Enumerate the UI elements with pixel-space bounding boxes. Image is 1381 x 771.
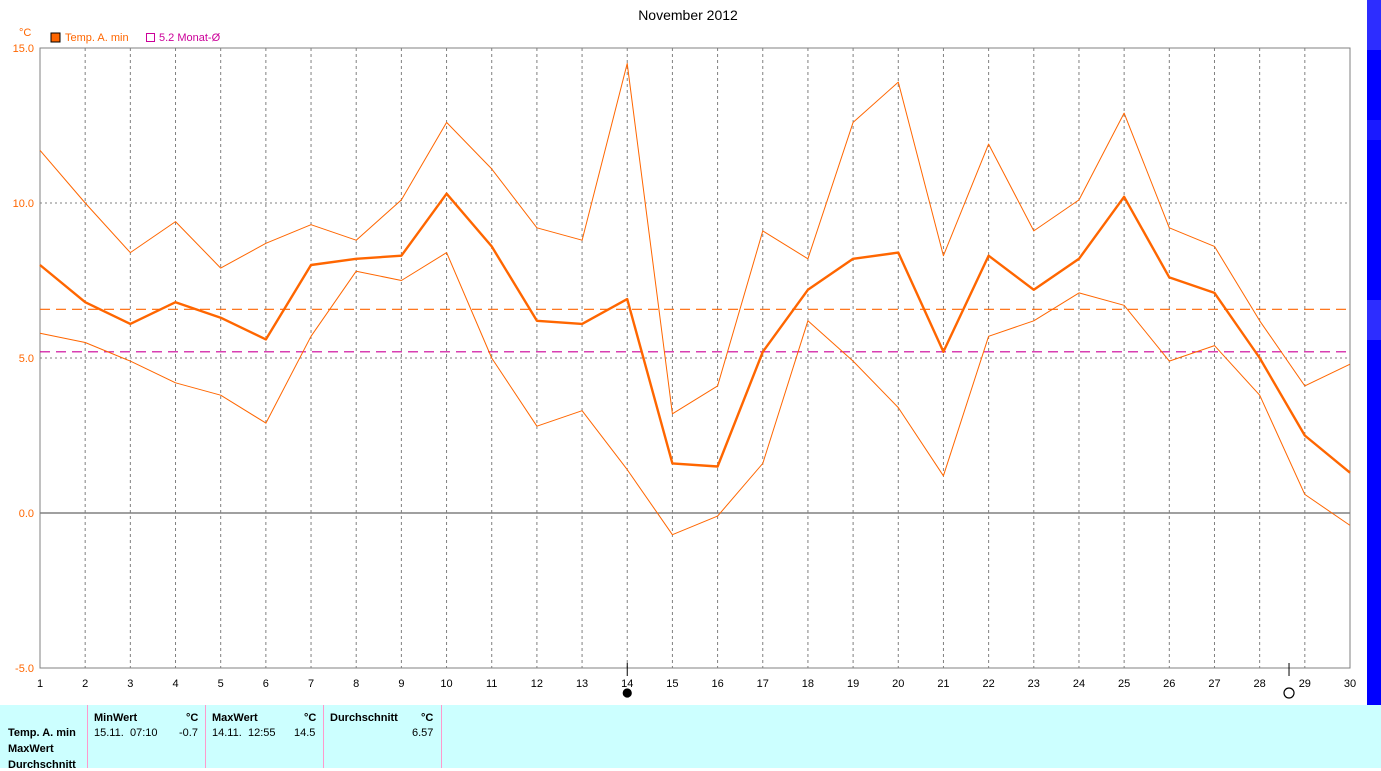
x-tick-label: 20: [892, 678, 904, 690]
y-tick-label: -5.0: [15, 663, 34, 675]
new-moon-icon: [1283, 687, 1295, 699]
legend-label-temp-min: Temp. A. min: [65, 32, 129, 44]
min-time: 07:10: [130, 727, 158, 739]
x-tick-label: 25: [1118, 678, 1130, 690]
x-tick-label: 5: [218, 678, 224, 690]
avg-header: Durchschnitt: [330, 712, 398, 724]
max-header: MaxWert: [212, 712, 258, 724]
series-line-upper: [39, 63, 1351, 415]
min-date: 15.11.: [94, 727, 124, 739]
x-tick-label: 1: [37, 678, 43, 690]
row-label-temp-min: Temp. A. min: [8, 727, 76, 739]
x-tick-label: 16: [711, 678, 723, 690]
x-tick-label: 30: [1344, 678, 1356, 690]
series-line-main: [39, 192, 1351, 474]
x-tick-label: 23: [1028, 678, 1040, 690]
legend-swatch-month-avg: [146, 33, 155, 42]
full-moon-icon: [622, 688, 632, 698]
x-tick-label: 19: [847, 678, 859, 690]
x-axis-ticks: 1 2 3 4 5 6 7 8 9 10 11 12 13 14 15 16 17 18 19 20 21 22 23 24 2…: [37, 678, 1356, 690]
min-header: MinWert: [94, 712, 138, 724]
legend-swatch-temp-min: [50, 32, 61, 43]
min-unit: °C: [186, 712, 199, 724]
x-tick-label: 6: [263, 678, 269, 690]
window-edge-strip: [1367, 0, 1381, 705]
series-line-lower: [39, 252, 1351, 536]
y-tick-label: 10.0: [13, 198, 34, 210]
x-tick-label: 3: [127, 678, 133, 690]
x-tick-label: 7: [308, 678, 314, 690]
temperature-chart: November 2012 °C Temp. A. min 5.2 Monat-…: [13, 7, 1356, 699]
x-tick-label: 10: [440, 678, 452, 690]
x-tick-label: 24: [1073, 678, 1085, 690]
row-label-maxwert: MaxWert: [8, 743, 54, 755]
row-label-durchschnitt: Durchschnitt: [8, 759, 76, 771]
x-tick-label: 4: [172, 678, 178, 690]
x-tick-label: 8: [353, 678, 359, 690]
avg-value: 6.57: [412, 727, 434, 739]
reference-lines: [40, 308, 1350, 353]
stats-avg-column: Durchschnitt °C 6.57: [324, 705, 442, 768]
max-unit: °C: [304, 712, 317, 724]
stats-min-column: MinWert °C 15.11. 07:10 -0.7: [88, 705, 206, 768]
x-tick-label: 22: [982, 678, 994, 690]
y-axis-unit: °C: [19, 27, 31, 39]
legend: Temp. A. min 5.2 Monat-Ø: [50, 32, 221, 44]
x-tick-label: 13: [576, 678, 588, 690]
x-tick-label: 2: [82, 678, 88, 690]
max-date: 14.11.: [212, 727, 242, 739]
x-tick-label: 21: [937, 678, 949, 690]
legend-label-month-avg: 5.2 Monat-Ø: [159, 32, 221, 44]
stats-row-labels: Temp. A. min MaxWert Durchschnitt: [0, 705, 88, 771]
x-tick-label: 15: [666, 678, 678, 690]
moon-markers: [622, 663, 1295, 699]
max-time: 12:55: [248, 727, 276, 739]
min-value: -0.7: [179, 727, 198, 739]
y-tick-label: 15.0: [13, 43, 34, 55]
x-tick-label: 28: [1254, 678, 1266, 690]
avg-unit: °C: [421, 712, 434, 724]
statistics-panel: Temp. A. min MaxWert Durchschnitt MinWer…: [0, 705, 1381, 771]
x-tick-label: 27: [1208, 678, 1220, 690]
series-lines: [39, 63, 1351, 536]
x-tick-label: 14: [621, 678, 633, 690]
x-tick-label: 26: [1163, 678, 1175, 690]
x-tick-label: 17: [757, 678, 769, 690]
x-tick-label: 12: [531, 678, 543, 690]
x-tick-label: 18: [802, 678, 814, 690]
x-tick-label: 9: [398, 678, 404, 690]
y-tick-label: 5.0: [19, 353, 34, 365]
max-value: 14.5: [294, 727, 316, 739]
y-axis-ticks: 15.0 10.0 5.0 0.0 -5.0: [13, 43, 34, 675]
horizontal-gridlines: [40, 202, 1350, 514]
stats-max-column: MaxWert °C 14.11. 12:55 14.5: [206, 705, 324, 768]
x-tick-label: 11: [486, 678, 497, 690]
vertical-gridlines: [84, 48, 1306, 668]
y-tick-label: 0.0: [19, 508, 34, 520]
x-tick-label: 29: [1299, 678, 1311, 690]
chart-title: November 2012: [638, 7, 738, 23]
